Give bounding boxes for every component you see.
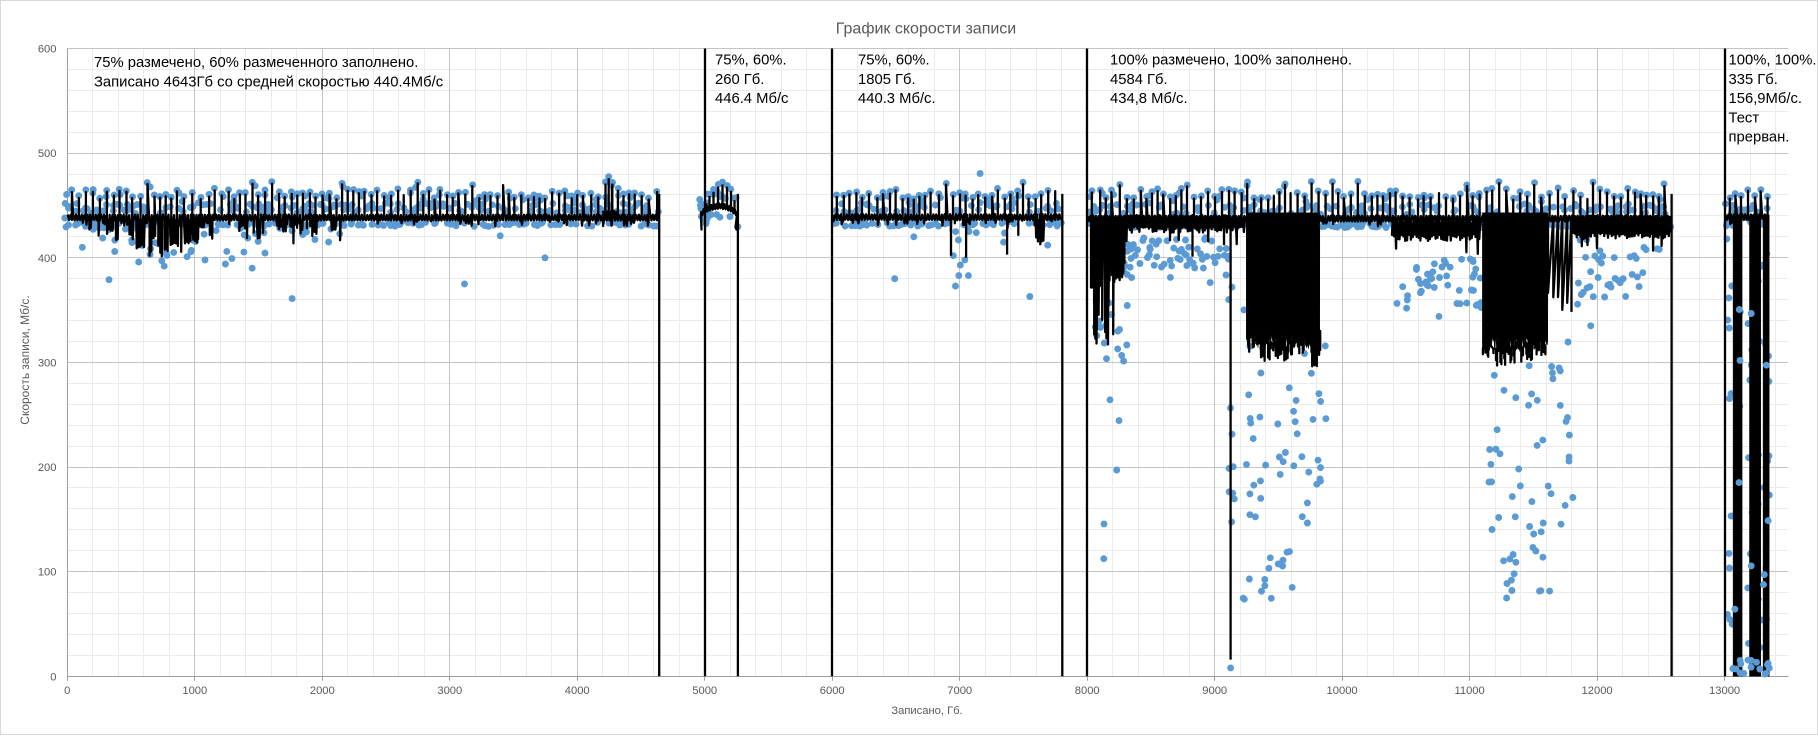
svg-text:1805 Гб.: 1805 Гб. [858, 72, 916, 88]
svg-text:10000: 10000 [1327, 685, 1358, 697]
svg-text:0: 0 [50, 671, 56, 683]
svg-text:5000: 5000 [692, 685, 717, 697]
svg-text:прерван.: прерван. [1729, 130, 1790, 146]
svg-text:Записано 4643Гб со средней ско: Записано 4643Гб со средней скоростью 440… [94, 74, 444, 90]
svg-text:200: 200 [38, 462, 57, 474]
svg-text:9000: 9000 [1202, 685, 1227, 697]
svg-text:4584 Гб.: 4584 Гб. [1110, 72, 1168, 88]
svg-text:0: 0 [64, 685, 70, 697]
svg-text:335 Гб.: 335 Гб. [1729, 72, 1778, 88]
svg-text:6000: 6000 [820, 685, 845, 697]
svg-text:3000: 3000 [437, 685, 462, 697]
svg-text:400: 400 [38, 253, 57, 265]
svg-text:434,8 Мб/с.: 434,8 Мб/с. [1110, 91, 1188, 107]
svg-text:Скорость записи, Мб/с.: Скорость записи, Мб/с. [18, 295, 32, 424]
svg-text:75%, 60%.: 75%, 60%. [715, 53, 787, 69]
svg-text:75%, 60%.: 75%, 60%. [858, 53, 930, 69]
svg-text:Записано, Гб.: Записано, Гб. [891, 705, 962, 717]
svg-text:11000: 11000 [1454, 685, 1484, 697]
svg-text:13000: 13000 [1709, 685, 1740, 697]
svg-text:600: 600 [38, 44, 57, 56]
svg-text:100% размечено, 100% заполнено: 100% размечено, 100% заполнено. [1110, 53, 1352, 69]
svg-text:500: 500 [38, 148, 57, 160]
svg-text:100%, 100%.: 100%, 100%. [1729, 53, 1817, 69]
svg-text:8000: 8000 [1075, 685, 1100, 697]
svg-text:156,9Мб/с.: 156,9Мб/с. [1729, 91, 1802, 107]
svg-text:446.4 Мб/с: 446.4 Мб/с [715, 91, 789, 107]
svg-text:260 Гб.: 260 Гб. [715, 72, 764, 88]
svg-text:100: 100 [38, 567, 57, 579]
svg-text:440.3 Мб/с.: 440.3 Мб/с. [858, 91, 936, 107]
svg-text:75% размечено, 60% размеченног: 75% размечено, 60% размеченного заполнен… [94, 55, 418, 71]
svg-text:График скорости записи: График скорости записи [836, 21, 1016, 38]
svg-text:4000: 4000 [565, 685, 590, 697]
svg-text:2000: 2000 [310, 685, 335, 697]
svg-text:7000: 7000 [947, 685, 972, 697]
svg-text:12000: 12000 [1582, 685, 1613, 697]
svg-text:Тест: Тест [1729, 110, 1760, 126]
svg-text:1000: 1000 [182, 685, 207, 697]
svg-text:300: 300 [38, 357, 57, 369]
